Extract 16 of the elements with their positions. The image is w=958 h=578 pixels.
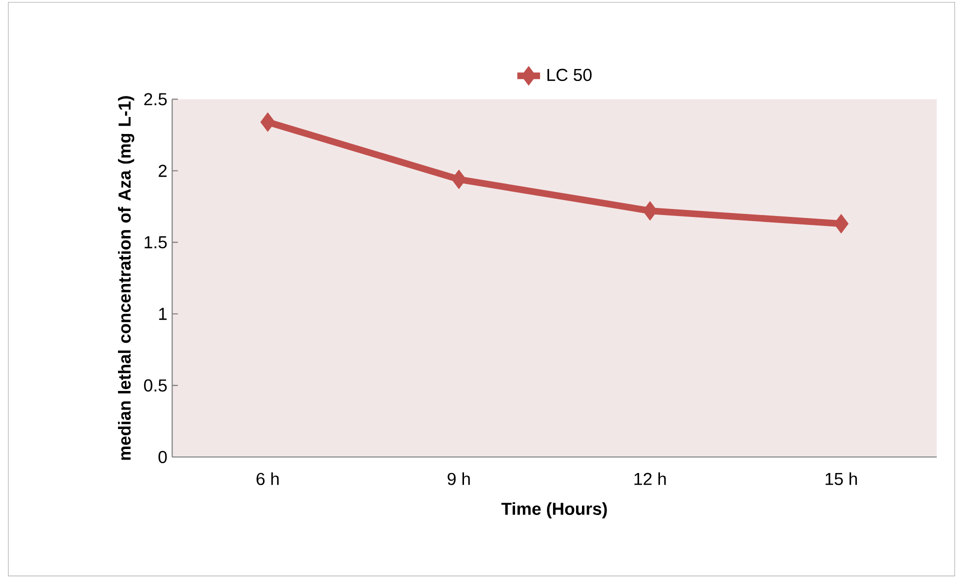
x-tick-label: 9 h: [448, 472, 470, 485]
legend-label: LC 50: [547, 68, 592, 81]
y-tick-label: 0: [158, 450, 167, 464]
y-tick-label: 2.5: [144, 92, 167, 106]
y-tick-label: 0.5: [144, 379, 167, 392]
y-tick-label: 1: [159, 308, 167, 320]
y-tick-label: 2: [158, 164, 167, 177]
point: [452, 170, 466, 189]
x-tick-label: 12 h: [634, 472, 666, 485]
x-tick-label: 6 h: [256, 472, 279, 485]
y-tick-label: 1.5: [144, 236, 167, 248]
x-tick-label: 15 h: [826, 472, 857, 485]
point: [260, 112, 276, 132]
y-axis-title: median lethal concentration of Aza (mg L-1): [118, 96, 134, 460]
point: [642, 201, 658, 220]
x-axis-title: Time (Hours): [501, 502, 607, 518]
